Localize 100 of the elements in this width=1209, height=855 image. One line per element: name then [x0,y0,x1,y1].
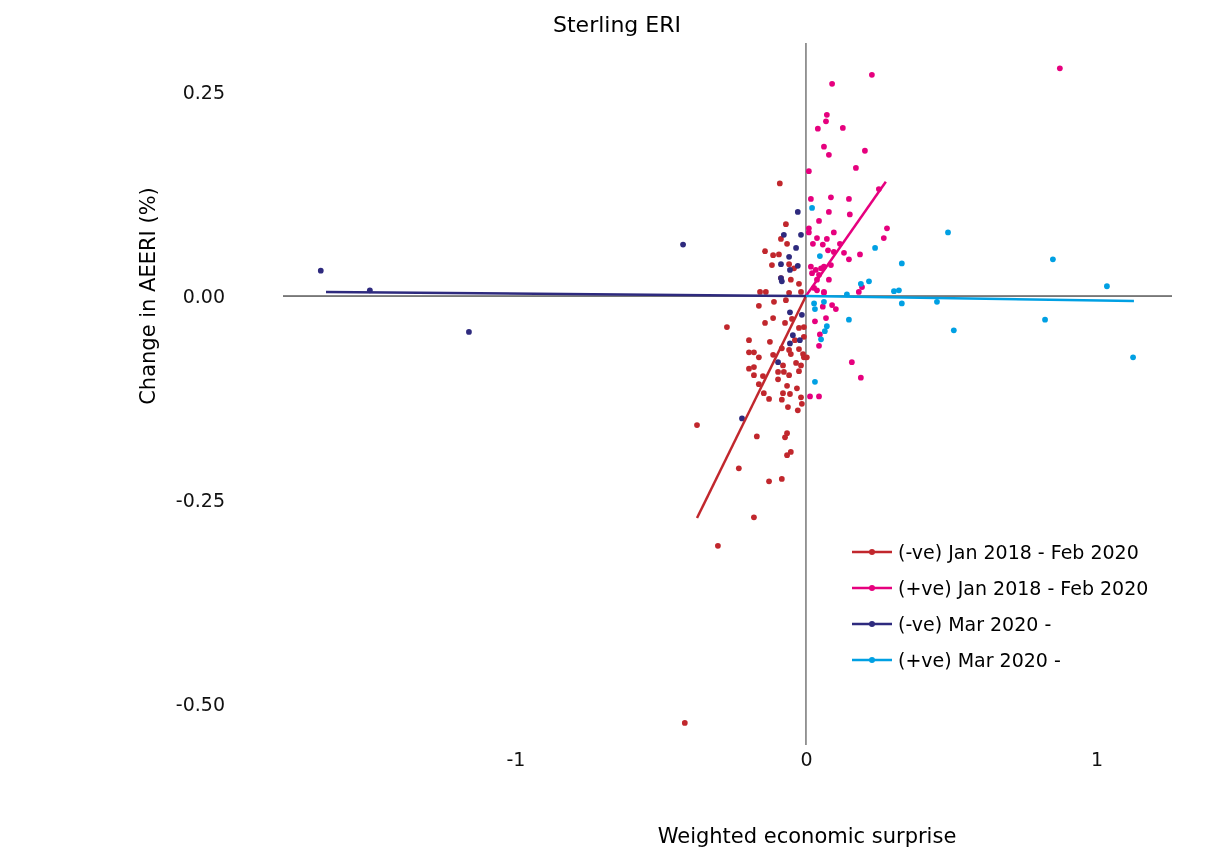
point [814,125,821,132]
point [841,249,847,256]
point [829,80,835,87]
point [680,241,686,248]
point [821,298,827,305]
point [787,340,793,347]
y-tick-label: 0.25 [182,80,225,103]
point [823,323,830,330]
point [807,393,813,400]
point [778,278,785,285]
legend-label: (-ve) Jan 2018 - Feb 2020 [898,541,1139,563]
point [1050,256,1056,263]
point [805,168,812,175]
point [898,260,905,267]
point [857,374,864,381]
point [814,235,820,241]
point [821,143,827,150]
point [823,118,829,125]
point [799,311,805,318]
x-axis-title: Weighted economic surprise [657,824,957,848]
point [880,235,887,241]
point [787,267,793,273]
legend-label: (-ve) Mar 2020 - [898,613,1052,635]
point [872,245,878,251]
point [934,298,940,305]
point [884,225,890,232]
point [778,261,784,268]
point [780,231,787,238]
y-tick-label: 0.00 [182,284,225,307]
point [839,125,846,131]
point [810,240,816,247]
x-tick-label: -1 [506,748,526,771]
point [786,253,792,260]
point [794,209,801,215]
point [896,287,902,294]
point [819,241,826,248]
point [808,196,814,202]
point [823,315,829,321]
point [808,263,814,270]
point [830,229,837,236]
point [466,329,472,335]
point [817,253,823,259]
point [823,236,830,242]
chart-title: Sterling ERI [553,12,681,37]
point [826,276,832,283]
point [809,205,815,211]
point [1104,283,1110,290]
point [853,165,859,171]
point [812,267,819,273]
point [816,393,822,400]
x-tick-label: 0 [800,748,813,771]
point [775,359,781,366]
point [812,318,818,325]
point [898,300,905,307]
x-tick-label: 1 [1090,748,1104,771]
point [857,280,864,287]
point [816,342,822,349]
point [793,245,799,251]
point [825,247,831,254]
legend-label: (+ve) Mar 2020 - [898,649,1061,671]
point [846,196,852,202]
point [809,270,815,277]
point [816,218,822,224]
point [866,278,872,285]
point [789,332,796,339]
y-tick-label: -0.25 [175,488,225,511]
point [828,194,834,201]
point [817,331,823,338]
point [812,378,818,385]
point [1042,316,1048,323]
point [317,267,324,274]
point [862,147,868,154]
legend-label: (+ve) Jan 2018 - Feb 2020 [898,577,1149,599]
point [823,111,830,118]
point [826,151,832,158]
point [846,316,852,323]
y-axis-title: Change in AEERI (%) [136,187,160,405]
point [805,229,812,236]
point [846,211,853,218]
point [855,289,862,295]
point [794,262,801,269]
point [805,225,812,232]
point [811,300,817,307]
point [891,288,897,295]
point [798,231,804,238]
point [796,337,803,343]
point [857,251,863,258]
point [945,229,951,236]
point [787,309,793,316]
point [846,256,852,263]
point [848,359,855,366]
point [1056,65,1063,72]
point [950,327,957,334]
point [819,303,826,310]
point [818,336,824,343]
point [821,328,828,335]
point [869,71,875,78]
point [829,302,835,308]
point [812,306,818,312]
y-tick-label: -0.50 [175,692,225,715]
